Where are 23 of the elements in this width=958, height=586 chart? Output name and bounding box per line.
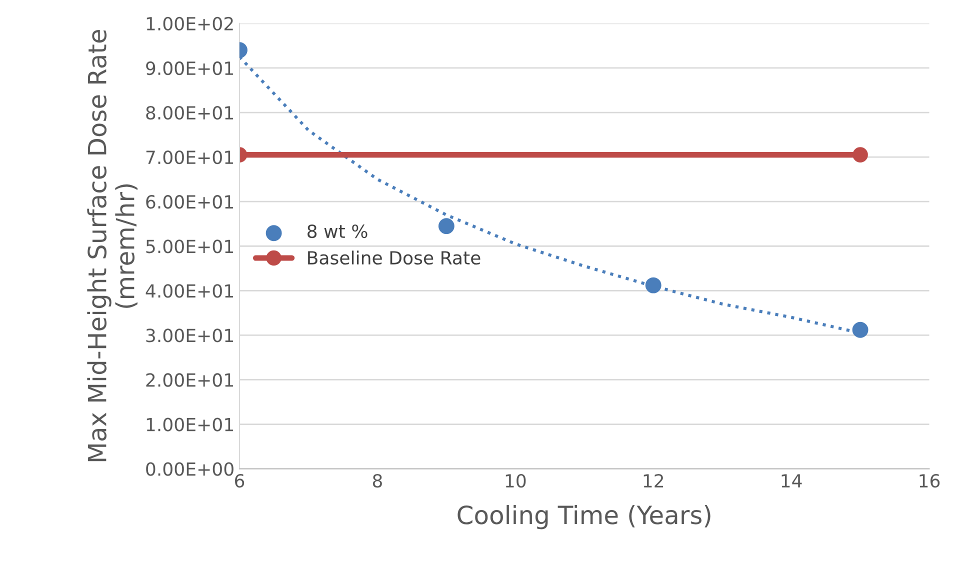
y-tick-label: 9.00E+01 [146,61,233,76]
y-tick-label: 5.00E+01 [146,240,233,254]
y-tick-label: 1.00E+02 [146,16,233,31]
x-tick-label: 6 [235,474,244,488]
x-tick-label: 10 [506,474,526,488]
x-axis-title: Cooling Time (Years) [458,505,710,530]
legend-label: 8 wt % [308,224,368,238]
x-tick-label: 16 [920,474,940,488]
y-tick-label: 2.00E+01 [146,373,233,387]
y-tick-label: 3.00E+01 [146,328,233,342]
y-tick-label: 1.00E+01 [146,418,233,432]
y-tick-label: 7.00E+01 [146,150,233,164]
y-tick-label: 4.00E+01 [146,284,233,298]
x-tick-label: 12 [644,474,664,488]
point [645,277,662,294]
legend-label: Baseline Dose Rate [308,250,480,265]
x-tick-label: 8 [372,474,382,488]
y-tick-label: 0.00E+00 [146,462,234,476]
y-tick-label: 8.00E+01 [146,106,233,120]
x-tick-label: 14 [782,474,802,488]
y-axis-title: Max Mid-Height Surface Dose Rate (mrem/hr) [87,30,138,462]
y-tick-label: 6.00E+01 [146,195,233,209]
point [852,322,868,338]
